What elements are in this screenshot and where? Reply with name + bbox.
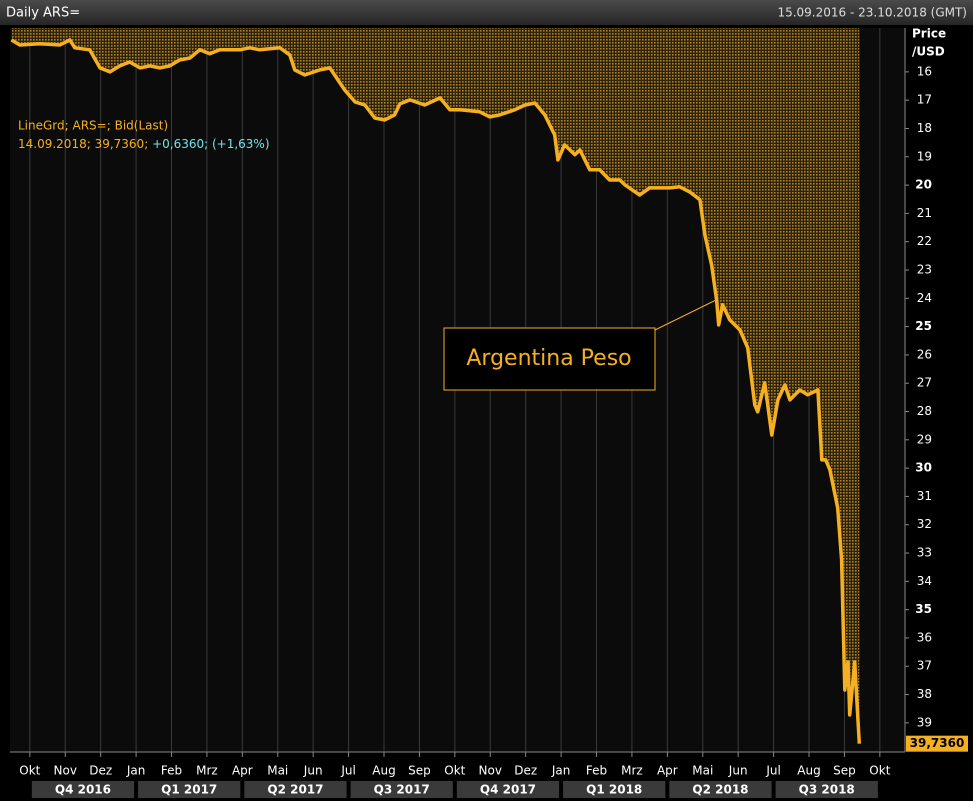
info-value: 14.09.2018; 39,7360; [18,137,148,151]
y-tick-label: 16 [917,64,932,78]
x-tick-label: Dez [89,764,112,778]
date-range: 15.09.2016 - 23.10.2018 (GMT) [777,6,967,20]
info-change: +0,6360; (+1,63%) [152,137,269,151]
quarter-box [456,781,560,798]
x-tick-label: Mai [692,764,713,778]
quarter-box [138,781,241,798]
x-tick-label: Sep [833,764,856,778]
quarter-box [775,781,878,798]
x-tick-label: Mrz [621,764,643,778]
line [10,38,862,744]
x-tick-label: Nov [54,764,77,778]
x-tick-label: Okt [869,764,890,778]
x-tick-label: Okt [444,764,465,778]
y-tick-label: 35 [915,602,932,616]
y-tick-label: 18 [917,121,932,135]
y-axis-label: Price [912,27,946,41]
area-fill [11,28,860,744]
y-tick-label: 23 [917,262,932,276]
x-tick-label: Jan [126,764,146,778]
quarter-label: Q2 2018 [692,783,748,797]
y-tick-label: 39 [917,715,932,729]
x-tick-label: Sep [408,764,431,778]
quarter-label: Q1 2018 [586,783,642,797]
y-tick-label: 27 [917,376,932,390]
y-tick-label: 34 [917,574,932,588]
x-tick-label: Apr [232,764,253,778]
quarter-label: Q3 2018 [799,783,855,797]
legend-text: LineGrd; ARS=; Bid(Last) [18,119,168,133]
x-tick-label: Jun [728,764,748,778]
y-tick-label: 24 [917,291,932,305]
info-line: 14.09.2018; 39,7360; +0,6360; (+1,63%) [18,137,270,151]
x-tick-label: Mrz [196,764,218,778]
x-tick-label: Aug [372,764,395,778]
quarter-label: Q2 2017 [267,783,323,797]
x-tick-label: Okt [19,764,40,778]
y-tick-label: 33 [917,546,932,560]
quarter-box [669,781,772,798]
x-tick-label: Aug [797,764,820,778]
quarter-label: Q4 2017 [480,783,536,797]
quarter-label: Q1 2017 [161,783,217,797]
x-tick-label: Jan [551,764,571,778]
y-tick-label: 32 [917,517,932,531]
quarter-label: Q4 2016 [55,783,111,797]
y-tick-label: 21 [917,206,932,220]
x-tick-label: Feb [161,764,182,778]
y-tick-label: 22 [917,234,932,248]
quarter-label: Q3 2017 [374,783,430,797]
quarter-box [350,781,453,798]
header-bar [0,0,973,25]
y-tick-label: 31 [917,489,932,503]
y-tick-label: 25 [915,319,932,333]
quarter-box [244,781,347,798]
y-tick-label: 36 [917,630,932,644]
last-value-box [906,735,968,752]
x-tick-label: Mai [267,764,288,778]
annotation-leader [654,299,717,331]
x-tick-label: Jun [303,764,323,778]
annotation-box [443,327,656,391]
quarter-box [563,781,666,798]
last-value-label: 39,7360 [910,736,965,750]
y-tick-label: 30 [915,461,932,475]
y-tick-label: 26 [917,347,932,361]
x-tick-label: Jul [765,764,780,778]
chart-title: Daily ARS= [6,6,80,21]
annotation: Argentina Peso [466,346,631,371]
y-axis-label: /USD [912,45,945,59]
x-tick-label: Nov [479,764,502,778]
y-tick-label: 29 [917,432,932,446]
y-tick-label: 19 [917,149,932,163]
x-tick-label: Apr [657,764,678,778]
y-tick-label: 28 [917,404,932,418]
quarter-box [31,781,135,798]
x-tick-label: Feb [586,764,607,778]
x-tick-label: Jul [340,764,355,778]
y-tick-label: 38 [917,687,932,701]
y-tick-label: 20 [915,178,932,192]
y-tick-label: 17 [917,93,932,107]
x-tick-label: Dez [514,764,537,778]
y-tick-label: 37 [917,659,932,673]
